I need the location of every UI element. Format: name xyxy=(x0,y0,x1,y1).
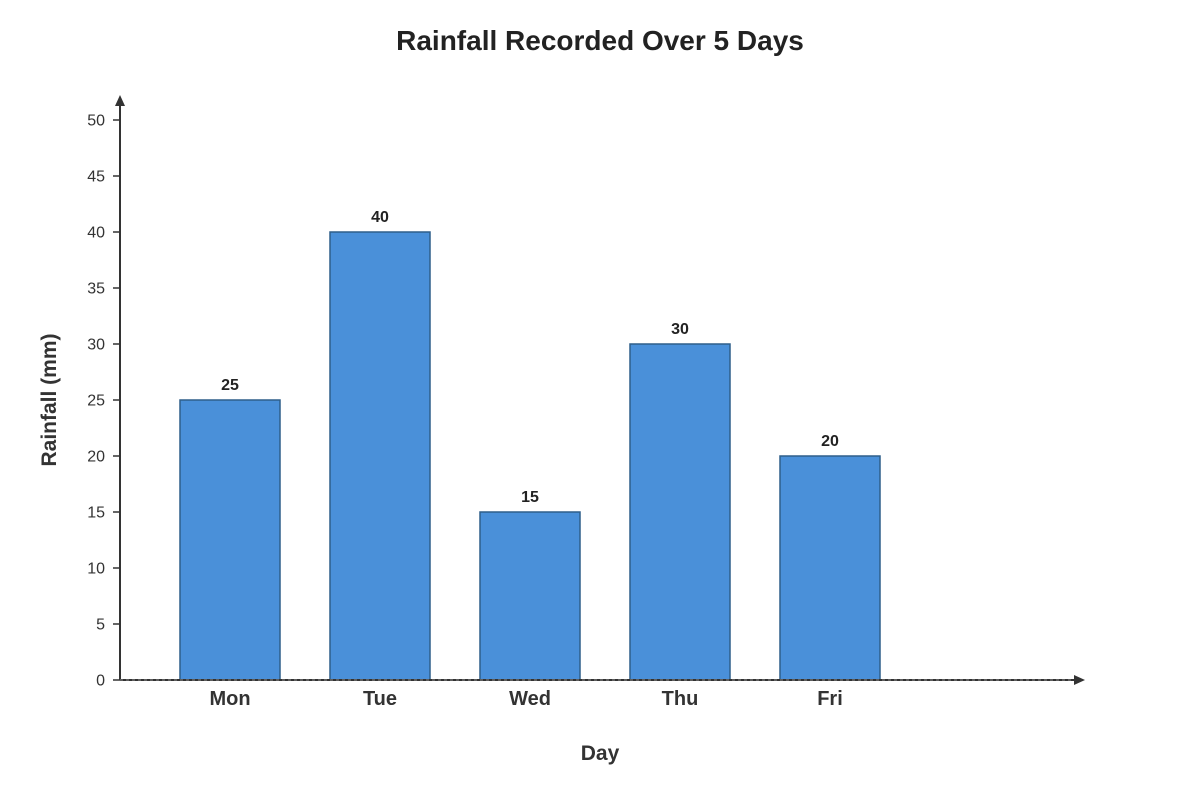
x-axis-arrow xyxy=(1074,675,1085,685)
plot-area: 25 40 15 30 20 Mon Tue Wed Thu Fri 0 5 10 15 20 25 30 35 4… xyxy=(87,95,1085,710)
y-tick-label: 25 xyxy=(87,393,105,410)
y-tick-label: 45 xyxy=(87,169,105,186)
y-tick-label: 5 xyxy=(96,617,105,634)
data-label: 20 xyxy=(821,433,839,450)
y-tick-label: 50 xyxy=(87,113,105,130)
y-tick-label: 15 xyxy=(87,505,105,522)
y-axis-title: Rainfall (mm) xyxy=(38,333,61,466)
bar xyxy=(629,343,731,681)
y-axis-arrow xyxy=(115,95,125,106)
data-label: 15 xyxy=(521,489,539,506)
x-tick-label: Mon xyxy=(209,688,250,710)
bar xyxy=(179,399,281,681)
y-tick-label: 40 xyxy=(87,225,105,242)
data-label: 30 xyxy=(671,321,689,338)
y-tick-label: 0 xyxy=(96,673,105,690)
bar xyxy=(779,455,881,681)
y-tick-label: 30 xyxy=(87,337,105,354)
data-label: 25 xyxy=(221,377,239,394)
y-tick-label: 10 xyxy=(87,561,105,578)
y-tick-label: 20 xyxy=(87,449,105,466)
bar xyxy=(329,231,431,681)
bar xyxy=(479,511,581,681)
chart-title: Rainfall Recorded Over 5 Days xyxy=(396,25,804,56)
x-tick-label: Fri xyxy=(817,688,843,710)
x-axis-title: Day xyxy=(581,742,620,765)
data-label: 40 xyxy=(371,209,389,226)
y-tick-label: 35 xyxy=(87,281,105,298)
x-tick-label: Thu xyxy=(662,688,699,710)
x-tick-label: Wed xyxy=(509,688,551,710)
x-tick-label: Tue xyxy=(363,688,397,710)
